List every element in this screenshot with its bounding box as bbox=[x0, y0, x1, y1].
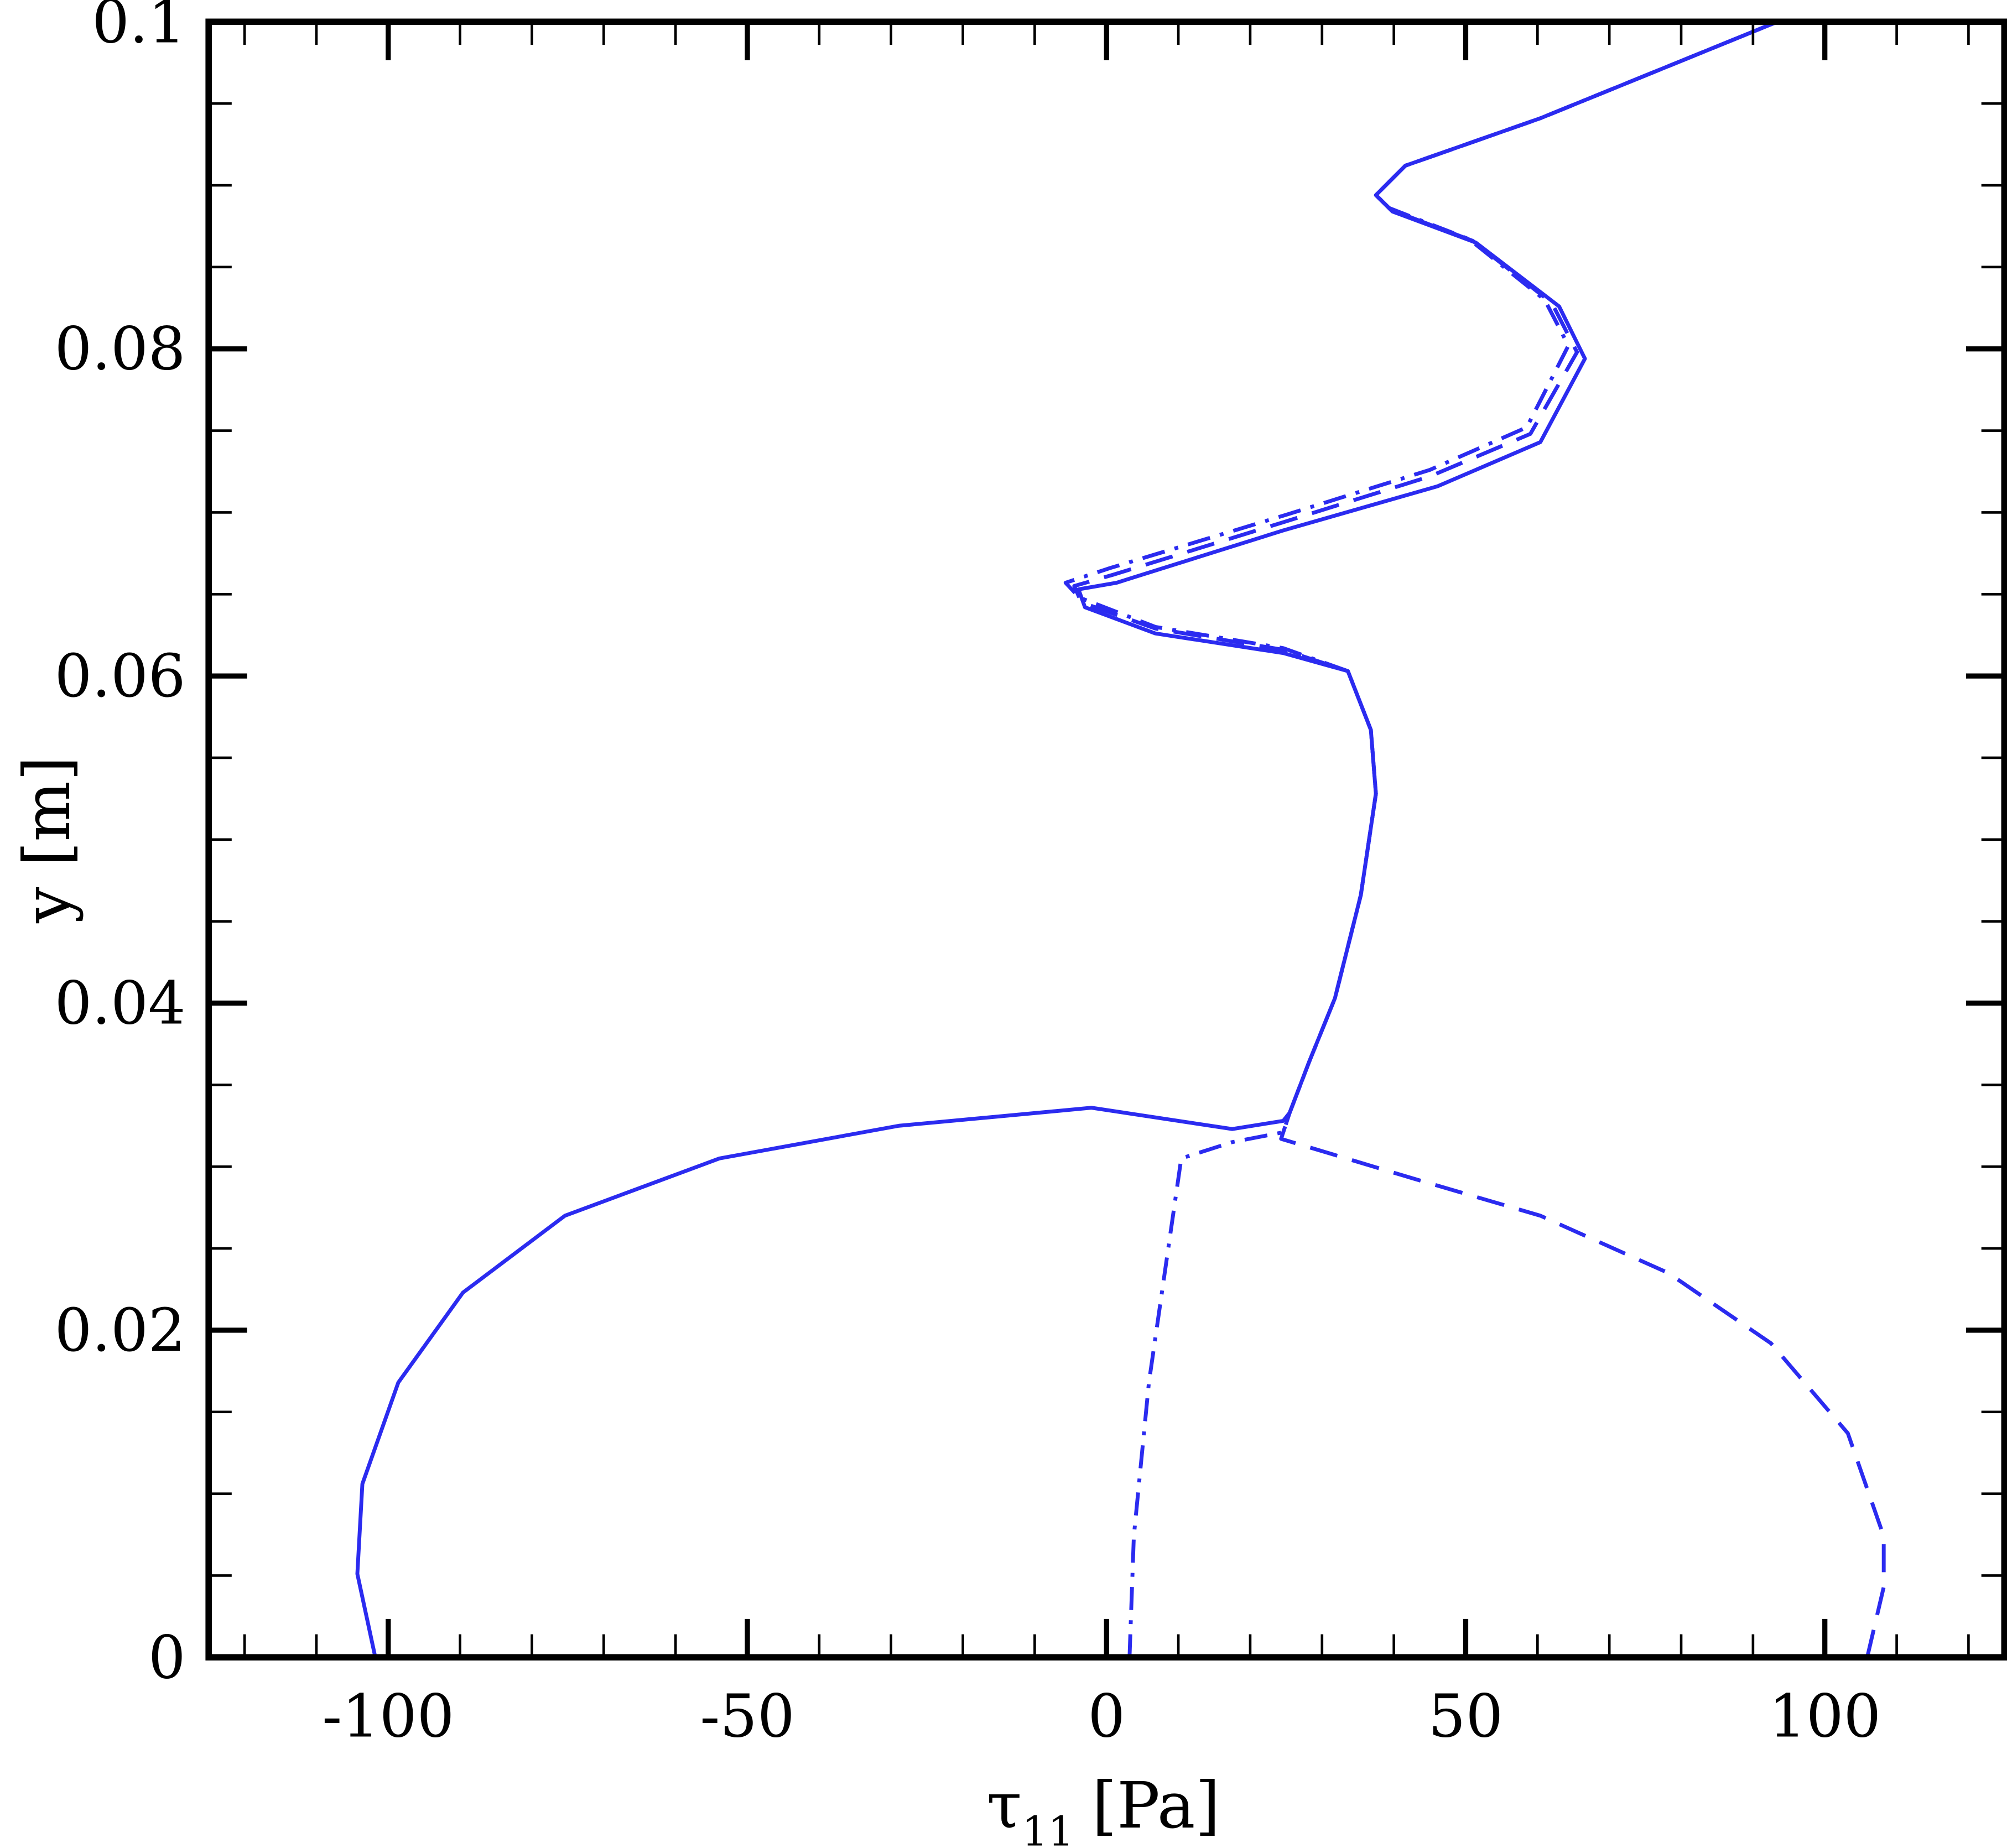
x-label-symbol: τ bbox=[986, 1769, 1022, 1843]
x-tick-label: -100 bbox=[322, 1683, 454, 1751]
y-tick-label: 0.08 bbox=[55, 315, 186, 384]
y-tick-label: 0.06 bbox=[55, 642, 186, 711]
series-line bbox=[1063, 20, 1779, 1658]
x-tick-label: 50 bbox=[1428, 1683, 1503, 1751]
y-tick-label: 0.02 bbox=[55, 1297, 186, 1365]
y-axis-label: y [m] bbox=[11, 756, 85, 924]
plot-frame bbox=[205, 18, 2007, 1661]
x-label-subscript: 11 bbox=[1022, 1808, 1074, 1848]
series-line bbox=[355, 20, 1779, 1658]
series-line bbox=[1072, 20, 1886, 1658]
y-tick-label: 0.1 bbox=[92, 0, 185, 56]
x-label-unit: [Pa] bbox=[1092, 1769, 1220, 1843]
x-tick-label: 100 bbox=[1769, 1683, 1881, 1751]
y-tick-label: 0 bbox=[148, 1623, 186, 1692]
x-tick-label: -50 bbox=[700, 1683, 794, 1751]
x-tick-label: 0 bbox=[1088, 1683, 1125, 1751]
x-axis-label: τ11 [Pa] bbox=[986, 1769, 1220, 1848]
y-tick-label: 0.04 bbox=[55, 970, 186, 1038]
